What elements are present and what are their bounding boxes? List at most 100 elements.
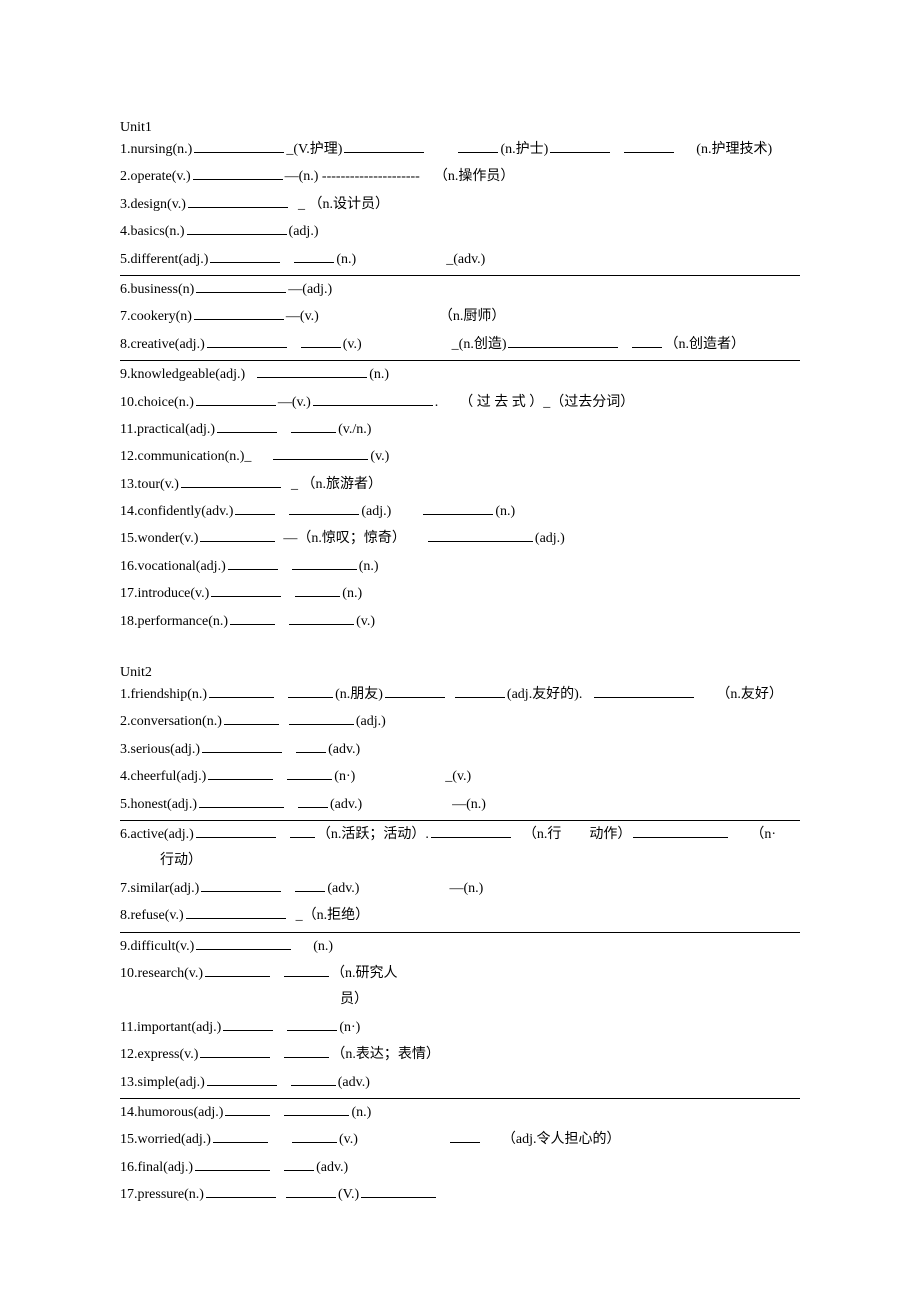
row-prompt: 11.practical(adj.) — [120, 419, 215, 441]
fill-blank[interactable] — [508, 333, 618, 348]
worksheet-row: 14.confidently(adv.) (adj.)(n.) — [120, 500, 800, 523]
hint-text: （n.表达；表情） — [331, 1044, 440, 1066]
fill-blank[interactable] — [550, 138, 610, 153]
fill-blank[interactable] — [292, 1128, 337, 1143]
hint-text: _(n.创造) — [452, 334, 507, 356]
fill-blank[interactable] — [196, 278, 286, 293]
hint-text: (n·) — [334, 766, 355, 788]
fill-blank[interactable] — [295, 877, 325, 892]
fill-blank[interactable] — [210, 248, 280, 263]
fill-blank[interactable] — [289, 500, 359, 515]
fill-blank[interactable] — [196, 935, 291, 950]
continuation-line: 员） — [120, 989, 800, 1011]
fill-blank[interactable] — [223, 1016, 273, 1031]
fill-blank[interactable] — [194, 305, 284, 320]
fill-blank[interactable] — [450, 1128, 480, 1143]
fill-blank[interactable] — [286, 1183, 336, 1198]
fill-blank[interactable] — [188, 193, 288, 208]
worksheet-row: 14.humorous(adj.) (n.) — [120, 1098, 800, 1124]
fill-blank[interactable] — [594, 683, 694, 698]
fill-blank[interactable] — [423, 500, 493, 515]
fill-blank[interactable] — [455, 683, 505, 698]
fill-blank[interactable] — [273, 445, 368, 460]
fill-blank[interactable] — [292, 555, 357, 570]
row-prompt: 4.basics(n.) — [120, 221, 185, 243]
fill-blank[interactable] — [288, 683, 333, 698]
fill-blank[interactable] — [313, 391, 433, 406]
fill-blank[interactable] — [361, 1183, 436, 1198]
fill-blank[interactable] — [202, 738, 282, 753]
fill-blank[interactable] — [290, 823, 315, 838]
worksheet-row: 18.performance(n.) (v.) — [120, 610, 800, 633]
fill-blank[interactable] — [294, 248, 334, 263]
fill-blank[interactable] — [289, 710, 354, 725]
fill-blank[interactable] — [211, 582, 281, 597]
row-prompt: 3.serious(adj.) — [120, 739, 200, 761]
fill-blank[interactable] — [344, 138, 424, 153]
fill-blank[interactable] — [194, 138, 284, 153]
fill-blank[interactable] — [206, 1183, 276, 1198]
fill-blank[interactable] — [291, 418, 336, 433]
fill-blank[interactable] — [287, 765, 332, 780]
fill-blank[interactable] — [301, 333, 341, 348]
fill-blank[interactable] — [624, 138, 674, 153]
fill-blank[interactable] — [196, 823, 276, 838]
row-prompt: 1.nursing(n.) — [120, 139, 192, 161]
fill-blank[interactable] — [186, 904, 286, 919]
row-prompt: 4.cheerful(adj.) — [120, 766, 206, 788]
row-prompt: 9.knowledgeable(adj.) — [120, 364, 245, 386]
worksheet-row: 2.operate(v.) —(n.) --------------------… — [120, 165, 800, 188]
hint-text: _（n.拒绝） — [296, 905, 370, 927]
fill-blank[interactable] — [235, 500, 275, 515]
hint-text: (n.) — [336, 249, 356, 271]
fill-blank[interactable] — [284, 1043, 329, 1058]
fill-blank[interactable] — [181, 473, 281, 488]
fill-blank[interactable] — [284, 1101, 349, 1116]
fill-blank[interactable] — [291, 1071, 336, 1086]
fill-blank[interactable] — [428, 527, 533, 542]
fill-blank[interactable] — [201, 877, 281, 892]
fill-blank[interactable] — [193, 165, 283, 180]
fill-blank[interactable] — [199, 793, 284, 808]
hint-text: —(n.) — [449, 878, 483, 900]
hint-text: _ （n.旅游者） — [291, 474, 382, 496]
fill-blank[interactable] — [213, 1128, 268, 1143]
fill-blank[interactable] — [257, 363, 367, 378]
fill-blank[interactable] — [228, 555, 278, 570]
fill-blank[interactable] — [287, 1016, 337, 1031]
hint-text: (adv.) — [330, 794, 362, 816]
fill-blank[interactable] — [295, 582, 340, 597]
fill-blank[interactable] — [200, 1043, 270, 1058]
worksheet-row: 17.introduce(v.) (n.) — [120, 582, 800, 605]
fill-blank[interactable] — [195, 1156, 270, 1171]
fill-blank[interactable] — [196, 391, 276, 406]
hint-text: (v.) — [356, 611, 375, 633]
fill-blank[interactable] — [458, 138, 498, 153]
fill-blank[interactable] — [217, 418, 277, 433]
row-prompt: 12.communication(n.) — [120, 446, 244, 468]
fill-blank[interactable] — [200, 527, 275, 542]
hint-text: _(adv.) — [446, 249, 485, 271]
fill-blank[interactable] — [208, 765, 273, 780]
fill-blank[interactable] — [209, 683, 274, 698]
fill-blank[interactable] — [225, 1101, 270, 1116]
worksheet-row: 3.design(v.) _ （n.设计员） — [120, 193, 800, 216]
fill-blank[interactable] — [207, 333, 287, 348]
unit1-rows: 1.nursing(n.) _(V.护理)(n.护士)(n.护理技术)2.ope… — [120, 138, 800, 633]
fill-blank[interactable] — [207, 1071, 277, 1086]
fill-blank[interactable] — [298, 793, 328, 808]
fill-blank[interactable] — [230, 610, 275, 625]
fill-blank[interactable] — [284, 962, 329, 977]
fill-blank[interactable] — [205, 962, 270, 977]
hint-text: (v.) — [339, 1129, 358, 1151]
fill-blank[interactable] — [289, 610, 354, 625]
fill-blank[interactable] — [633, 823, 728, 838]
fill-blank[interactable] — [187, 220, 287, 235]
fill-blank[interactable] — [431, 823, 511, 838]
fill-blank[interactable] — [632, 333, 662, 348]
hint-text: （n· — [750, 824, 776, 846]
fill-blank[interactable] — [284, 1156, 314, 1171]
fill-blank[interactable] — [385, 683, 445, 698]
fill-blank[interactable] — [224, 710, 279, 725]
fill-blank[interactable] — [296, 738, 326, 753]
